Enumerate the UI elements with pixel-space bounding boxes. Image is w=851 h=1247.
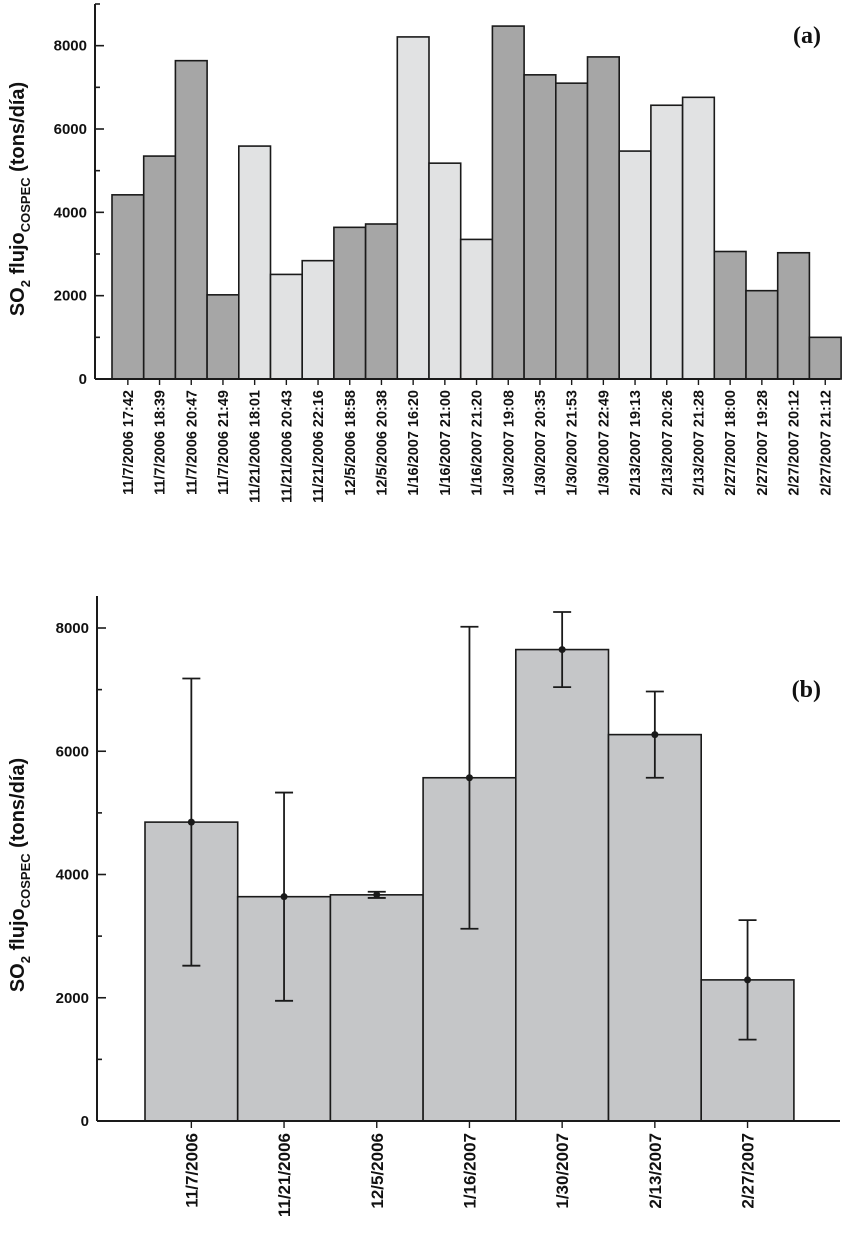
chart-a-category-label: 1/30/2007 19:08 bbox=[501, 390, 517, 496]
chart-b: 0 2000 4000 6000 8000 11/7/2006 11/21/2006 12/… bbox=[7, 596, 840, 1217]
chart-a-category-label: 2/13/2007 21:28 bbox=[691, 390, 707, 496]
chart-a-category-label: 11/21/2006 18:01 bbox=[248, 390, 264, 503]
chart-b-mean-point bbox=[280, 893, 288, 901]
chart-b-category-label: 2/27/2007 bbox=[739, 1133, 758, 1209]
chart-b-y-ticks: 0 2000 4000 6000 8000 bbox=[56, 620, 106, 1130]
chart-a-bar bbox=[301, 259, 335, 380]
chart-a-category-label: 11/7/2006 18:39 bbox=[153, 390, 169, 495]
chart-a-bar bbox=[111, 194, 145, 380]
chart-a-category-label: 1/30/2007 20:35 bbox=[533, 390, 549, 496]
chart-a-bar bbox=[808, 336, 842, 380]
chart-a-bars bbox=[111, 25, 842, 380]
chart-a-bar bbox=[269, 273, 304, 380]
chart-a-bar bbox=[238, 145, 272, 380]
chart-a-panel-label: (a) bbox=[793, 23, 821, 49]
chart-b-bar bbox=[514, 648, 610, 1122]
chart-a-bar bbox=[459, 238, 494, 380]
chart-a-bar bbox=[776, 251, 811, 380]
chart-a-y-tick-label: 2000 bbox=[54, 288, 87, 305]
chart-a-bar bbox=[586, 56, 621, 380]
chart-b-bars bbox=[144, 648, 795, 1122]
chart-a-category-label: 2/13/2007 19:13 bbox=[628, 390, 644, 496]
chart-b-mean-point bbox=[373, 891, 381, 899]
chart-a-bar bbox=[650, 104, 684, 380]
chart-b-category-label: 11/21/2006 bbox=[275, 1133, 294, 1217]
chart-a-y-tick-label: 6000 bbox=[54, 121, 87, 138]
chart-b-bar bbox=[700, 979, 795, 1122]
chart-a-category-label: 1/16/2007 16:20 bbox=[406, 390, 422, 496]
chart-a-category-label: 11/21/2006 20:43 bbox=[279, 390, 295, 503]
chart-a-category-label: 11/7/2006 20:47 bbox=[184, 390, 200, 495]
chart-a-category-label: 2/27/2007 19:28 bbox=[755, 390, 771, 496]
chart-b-mean-point bbox=[465, 774, 473, 782]
chart-a-category-label: 1/16/2007 21:20 bbox=[470, 390, 486, 496]
chart-b-category-label: 1/30/2007 bbox=[553, 1133, 572, 1209]
chart-a-category-label: 2/27/2007 21:12 bbox=[818, 390, 834, 496]
chart-b-mean-point bbox=[744, 976, 752, 984]
chart-a-category-label: 2/13/2007 20:26 bbox=[660, 390, 676, 496]
chart-a-category-label: 11/7/2006 21:49 bbox=[216, 390, 232, 495]
chart-b-error-bars bbox=[182, 611, 757, 1041]
chart-a-bar bbox=[713, 250, 747, 380]
chart-a-category-label: 12/5/2006 20:38 bbox=[374, 390, 390, 496]
chart-b-category-label: 1/16/2007 bbox=[460, 1133, 479, 1209]
chart-a-bar bbox=[364, 223, 399, 380]
chart-b-x-ticks: 11/7/2006 11/21/2006 12/5/2006 1/16/2007 1/3… bbox=[182, 1121, 758, 1217]
chart-a-bar bbox=[333, 226, 367, 380]
chart-b-y-axis-label: SO2 flujoCOSPEC (tons/día) bbox=[7, 758, 33, 992]
chart-a-category-label: 1/30/2007 21:53 bbox=[565, 390, 581, 496]
chart-a-bar bbox=[681, 96, 716, 380]
chart-a-bar bbox=[523, 74, 557, 380]
chart-a-y-tick-label: 0 bbox=[79, 371, 87, 388]
chart-a-y-ticks: 0 2000 4000 6000 8000 bbox=[54, 3, 104, 388]
chart-b-y-tick-label: 4000 bbox=[56, 867, 89, 884]
chart-a-category-label: 2/27/2007 18:00 bbox=[723, 390, 739, 496]
chart-a-bar bbox=[554, 82, 589, 380]
chart-a-y-tick-label: 8000 bbox=[54, 38, 87, 55]
chart-a-bar bbox=[206, 294, 240, 380]
chart-b-mean-point bbox=[651, 731, 659, 739]
chart-b-mean-point bbox=[558, 646, 566, 654]
chart-b-bar bbox=[329, 894, 424, 1122]
chart-a-category-label: 1/30/2007 22:49 bbox=[596, 390, 612, 496]
chart-a-y-tick-label: 4000 bbox=[54, 204, 87, 221]
chart-a-bar bbox=[428, 162, 462, 380]
chart-a-bar bbox=[618, 150, 652, 380]
chart-b-panel-label: (b) bbox=[792, 677, 821, 703]
chart-a-category-label: 11/7/2006 17:42 bbox=[121, 390, 137, 495]
chart-a-category-label: 1/16/2007 21:00 bbox=[438, 390, 454, 496]
chart-a-category-label: 2/27/2007 20:12 bbox=[787, 390, 803, 496]
chart-a-bar bbox=[142, 155, 177, 380]
chart-a-category-label: 11/21/2006 22:16 bbox=[311, 390, 327, 503]
chart-b-y-tick-label: 2000 bbox=[56, 990, 89, 1007]
chart-b-bar bbox=[607, 733, 702, 1122]
chart-b-mean-point bbox=[187, 818, 195, 826]
chart-a-bar bbox=[491, 25, 525, 380]
chart-b-category-label: 2/13/2007 bbox=[646, 1133, 665, 1209]
chart-b-category-label: 12/5/2006 bbox=[368, 1133, 387, 1209]
chart-b-category-label: 11/7/2006 bbox=[182, 1133, 201, 1208]
chart-a-category-label: 12/5/2006 18:58 bbox=[343, 390, 359, 496]
chart-a-bar bbox=[396, 36, 430, 380]
chart-b-y-tick-label: 8000 bbox=[56, 620, 89, 637]
chart-a-x-ticks: 11/7/2006 17:42 11/7/2006 18:39 11/7/2006 … bbox=[121, 379, 834, 503]
chart-a-y-axis-label: SO2 flujoCOSPEC (tons/día) bbox=[7, 82, 33, 316]
chart-b-y-tick-label: 6000 bbox=[56, 743, 89, 760]
chart-b-y-tick-label: 0 bbox=[81, 1113, 89, 1130]
chart-a-bar bbox=[174, 59, 208, 380]
chart-a-bar bbox=[745, 289, 779, 380]
